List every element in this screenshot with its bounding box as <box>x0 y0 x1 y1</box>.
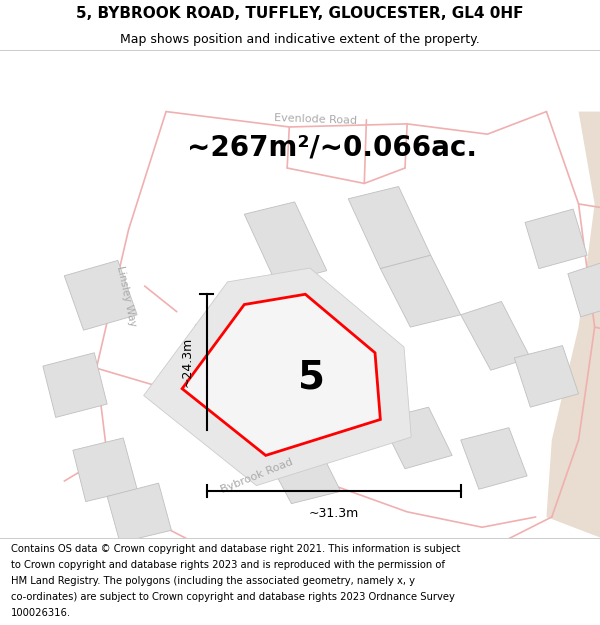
Text: Contains OS data © Crown copyright and database right 2021. This information is : Contains OS data © Crown copyright and d… <box>11 544 460 554</box>
Text: Map shows position and indicative extent of the property.: Map shows position and indicative extent… <box>120 32 480 46</box>
Text: ~267m²/~0.066ac.: ~267m²/~0.066ac. <box>187 134 477 161</box>
Polygon shape <box>182 376 252 442</box>
Polygon shape <box>380 407 452 469</box>
Text: 100026316.: 100026316. <box>11 608 71 618</box>
Text: ~24.3m: ~24.3m <box>181 337 194 387</box>
Polygon shape <box>43 352 107 418</box>
Polygon shape <box>568 261 600 317</box>
Polygon shape <box>143 268 411 486</box>
Polygon shape <box>461 301 530 370</box>
Polygon shape <box>64 261 137 330</box>
Polygon shape <box>380 255 461 327</box>
Polygon shape <box>461 428 527 489</box>
Text: Evenlode Road: Evenlode Road <box>274 113 358 126</box>
Text: Bybrook Road: Bybrook Road <box>220 457 295 495</box>
Polygon shape <box>107 483 172 542</box>
Text: to Crown copyright and database rights 2023 and is reproduced with the permissio: to Crown copyright and database rights 2… <box>11 560 445 570</box>
Text: HM Land Registry. The polygons (including the associated geometry, namely x, y: HM Land Registry. The polygons (includin… <box>11 576 415 586</box>
Polygon shape <box>182 294 380 456</box>
Text: co-ordinates) are subject to Crown copyright and database rights 2023 Ordnance S: co-ordinates) are subject to Crown copyr… <box>11 592 455 602</box>
Polygon shape <box>525 209 587 269</box>
Text: ~31.3m: ~31.3m <box>308 508 359 521</box>
Polygon shape <box>547 112 600 538</box>
Text: 5, BYBROOK ROAD, TUFFLEY, GLOUCESTER, GL4 0HF: 5, BYBROOK ROAD, TUFFLEY, GLOUCESTER, GL… <box>76 6 524 21</box>
Polygon shape <box>348 186 431 269</box>
Polygon shape <box>195 304 277 376</box>
Polygon shape <box>514 346 578 407</box>
Text: 5: 5 <box>298 358 325 396</box>
Text: Linsley Way: Linsley Way <box>115 265 138 328</box>
Polygon shape <box>266 442 341 504</box>
Polygon shape <box>73 438 137 502</box>
Polygon shape <box>244 202 327 284</box>
